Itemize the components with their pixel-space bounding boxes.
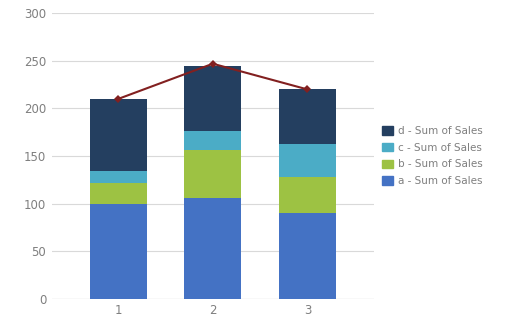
Bar: [279, 144, 336, 177]
Bar: [90, 183, 146, 204]
Bar: [279, 177, 336, 213]
Bar: [184, 150, 241, 198]
Bar: [184, 131, 241, 150]
Bar: [184, 198, 241, 299]
Bar: [279, 89, 336, 144]
Bar: [90, 99, 146, 171]
Bar: [90, 171, 146, 183]
Legend: d - Sum of Sales, c - Sum of Sales, b - Sum of Sales, a - Sum of Sales: d - Sum of Sales, c - Sum of Sales, b - …: [382, 126, 483, 186]
Bar: [279, 213, 336, 299]
Bar: [184, 66, 241, 131]
Bar: [90, 204, 146, 299]
